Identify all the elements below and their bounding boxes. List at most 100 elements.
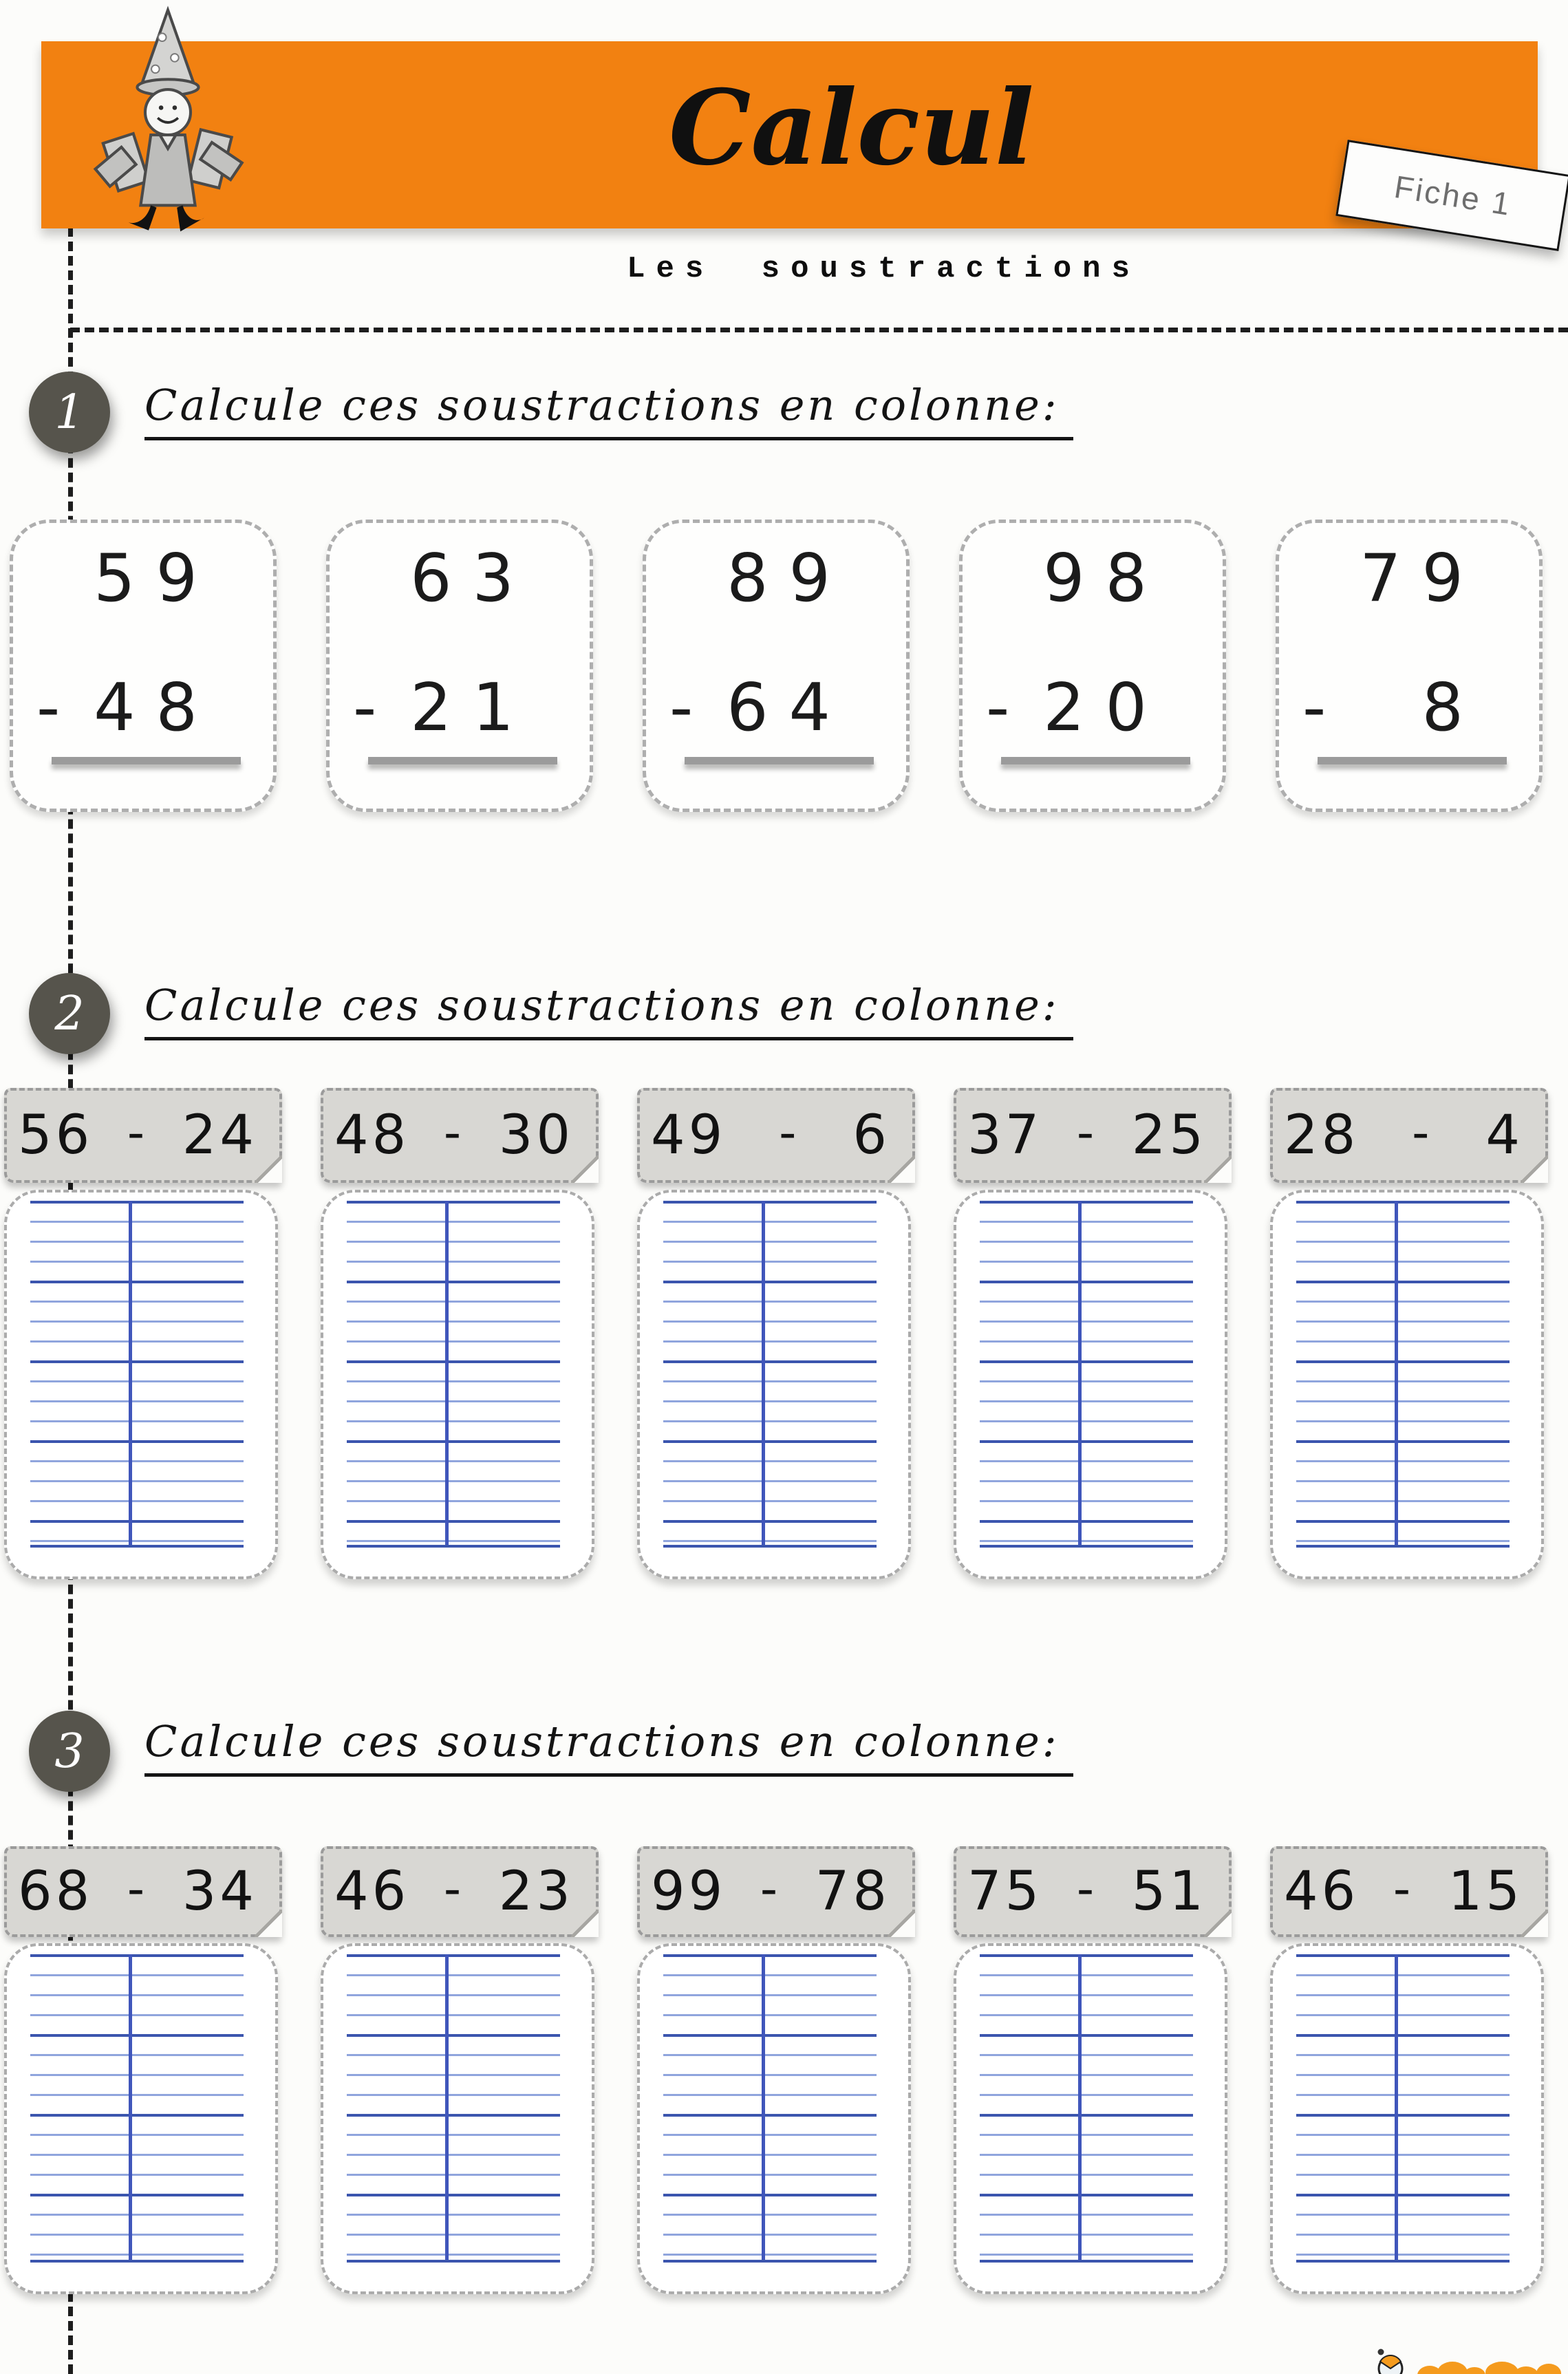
ruled-paper — [30, 1201, 244, 1548]
ruled-paper — [347, 1201, 560, 1548]
answer-grid-box — [954, 1943, 1227, 2294]
section-3-instruction: Calcule ces soustractions en colonne: — [144, 1716, 1073, 1777]
minuend: 49 — [651, 1104, 727, 1166]
minus-sign: - — [986, 670, 1010, 746]
minus-sign: - — [1302, 670, 1327, 746]
folded-corner — [255, 1155, 282, 1183]
ruled-paper — [30, 1954, 244, 2263]
ruled-paper — [663, 1954, 877, 2263]
minus-sign: - — [779, 1104, 800, 1161]
minuend: 28 — [1284, 1104, 1360, 1166]
subtrahend: 24 — [182, 1104, 257, 1166]
page-title: Calcul — [669, 67, 1034, 189]
minuend: 37 — [967, 1104, 1043, 1166]
minus-sign: - — [1076, 1861, 1098, 1917]
minus-sign: - — [127, 1104, 149, 1161]
minuend: 63 — [410, 541, 535, 617]
ruled-paper — [347, 1954, 560, 2263]
folded-corner — [888, 1155, 915, 1183]
answer-grid-box — [321, 1190, 594, 1579]
answer-grid-box — [637, 1190, 911, 1579]
folded-corner — [255, 1910, 282, 1937]
minuend: 98 — [1043, 541, 1168, 617]
answer-line — [1317, 756, 1507, 764]
minus-sign: - — [353, 670, 377, 746]
problem-tab: 46 - 23 — [321, 1846, 599, 1937]
subtrahend: 4 — [1485, 1104, 1523, 1166]
ruled-paper — [980, 1201, 1193, 1548]
minuend: 89 — [727, 541, 851, 617]
worksheet-subtitle: Les soustractions — [627, 252, 1141, 286]
folded-corner — [571, 1910, 599, 1937]
folded-corner — [1521, 1910, 1548, 1937]
folded-corner — [888, 1910, 915, 1937]
answer-line — [367, 756, 557, 764]
ruled-paper — [1296, 1954, 1510, 2263]
minus-sign: - — [1076, 1104, 1098, 1161]
minuend: 59 — [94, 541, 218, 617]
section-number: 2 — [54, 986, 85, 1041]
subtrahend: 64 — [727, 670, 851, 746]
folded-corner — [1521, 1155, 1548, 1183]
subtraction-problem-box: 59 -48 — [10, 520, 277, 812]
wizard-mascot-icon — [93, 6, 244, 232]
publisher-logo-partial-icon — [1377, 2349, 1561, 2374]
minus-sign: - — [127, 1861, 149, 1917]
subtrahend: 25 — [1131, 1104, 1207, 1166]
minuend: 68 — [18, 1861, 94, 1923]
section-1-instruction: Calcule ces soustractions en colonne: — [144, 380, 1073, 440]
subtrahend: 6 — [852, 1104, 890, 1166]
section-2-instruction: Calcule ces soustractions en colonne: — [144, 980, 1073, 1040]
subtrahend: 23 — [498, 1861, 574, 1923]
answer-grid-box — [4, 1943, 278, 2294]
minus-sign: - — [1393, 1861, 1415, 1917]
subtrahend: 78 — [815, 1861, 890, 1923]
dashed-cut-line-horizontal — [70, 328, 1568, 332]
problem-tab: 56 - 24 — [4, 1088, 282, 1183]
title-banner: Calcul — [41, 41, 1538, 228]
minus-sign: - — [443, 1104, 465, 1161]
problem-tab: 99 - 78 — [637, 1846, 915, 1937]
subtraction-problem-box: 98 -20 — [959, 520, 1226, 812]
subtrahend: 20 — [1043, 670, 1168, 746]
answer-line — [51, 756, 241, 764]
problem-tab: 49 - 6 — [637, 1088, 915, 1183]
subtraction-problem-box: 63 -21 — [326, 520, 593, 812]
answer-line — [684, 756, 874, 764]
minus-sign: - — [1412, 1104, 1433, 1161]
minuend: 75 — [967, 1861, 1043, 1923]
problem-tab: 28 - 4 — [1270, 1088, 1548, 1183]
subtrahend: 51 — [1131, 1861, 1207, 1923]
ruled-paper — [980, 1954, 1193, 2263]
problem-tab: 68 - 34 — [4, 1846, 282, 1937]
section-number: 1 — [54, 385, 85, 440]
minuend: 46 — [334, 1861, 410, 1923]
subtraction-problem-box: 89 -64 — [643, 520, 910, 812]
section-number: 3 — [54, 1724, 85, 1779]
subtrahend: 21 — [410, 670, 535, 746]
answer-grid-box — [1270, 1190, 1544, 1579]
problem-tab: 75 - 51 — [954, 1846, 1232, 1937]
minus-sign: - — [669, 670, 694, 746]
minuend: 48 — [334, 1104, 410, 1166]
subtrahend: 15 — [1448, 1861, 1523, 1923]
problem-tab: 46 - 15 — [1270, 1846, 1548, 1937]
minuend: 79 — [1360, 541, 1484, 617]
answer-grid-box — [954, 1190, 1227, 1579]
section-2-number-badge: 2 — [29, 973, 110, 1054]
subtrahend: 34 — [182, 1861, 257, 1923]
minus-sign: - — [760, 1861, 782, 1917]
ruled-paper — [1296, 1201, 1510, 1548]
minuend: 46 — [1284, 1861, 1360, 1923]
minus-sign: - — [36, 670, 61, 746]
answer-grid-box — [637, 1943, 911, 2294]
subtrahend: 48 — [94, 670, 218, 746]
problem-tab: 37 - 25 — [954, 1088, 1232, 1183]
answer-grid-box — [4, 1190, 278, 1579]
subtraction-problem-box: 79 - 8 — [1276, 520, 1543, 812]
section-3-number-badge: 3 — [29, 1711, 110, 1792]
folded-corner — [571, 1155, 599, 1183]
minus-sign: - — [443, 1861, 465, 1917]
answer-line — [1000, 756, 1190, 764]
section-1-number-badge: 1 — [29, 372, 110, 453]
